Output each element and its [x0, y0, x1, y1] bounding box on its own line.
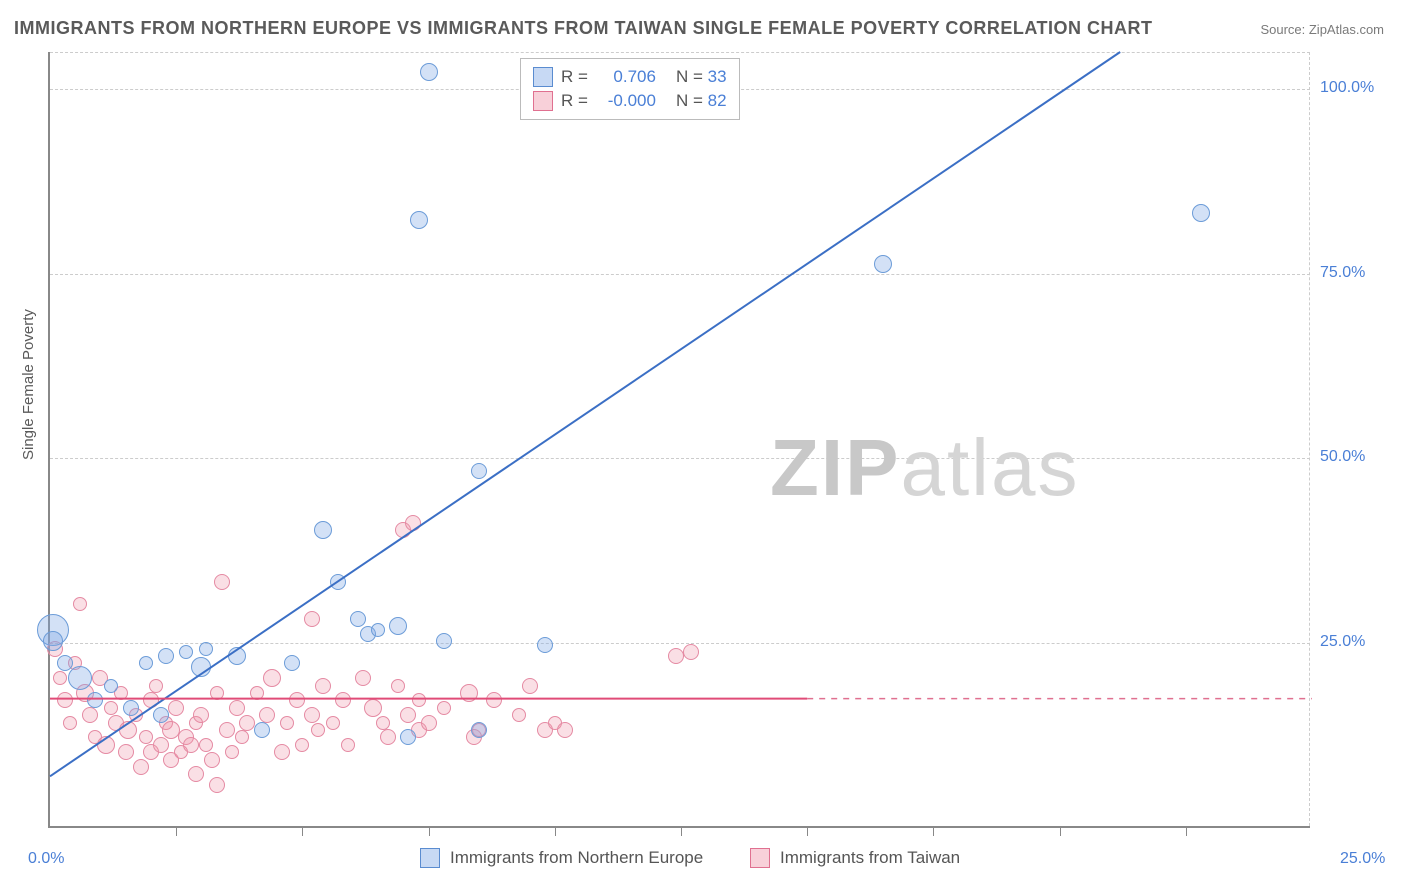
y-tick-label: 100.0% [1320, 79, 1374, 97]
correlation-legend: R = 0.706 N = 33 R = -0.000 N = 82 [520, 58, 740, 120]
scatter-plot: ZIPatlas R = 0.706 N = 33 R = -0.000 N =… [48, 52, 1310, 828]
x-max-label: 25.0% [1340, 850, 1385, 868]
source-credit: Source: ZipAtlas.com [1260, 22, 1384, 37]
swatch-blue [533, 67, 553, 87]
y-tick-label: 25.0% [1320, 633, 1365, 651]
series-legend-blue: Immigrants from Northern Europe [420, 848, 703, 868]
swatch-pink [533, 91, 553, 111]
series-legend-pink: Immigrants from Taiwan [750, 848, 960, 868]
swatch-pink-bottom [750, 848, 770, 868]
swatch-blue-bottom [420, 848, 440, 868]
watermark: ZIPatlas [770, 422, 1079, 514]
y-tick-label: 75.0% [1320, 264, 1365, 282]
y-tick-label: 50.0% [1320, 448, 1365, 466]
x-origin-label: 0.0% [28, 850, 64, 868]
chart-title: IMMIGRANTS FROM NORTHERN EUROPE VS IMMIG… [14, 18, 1153, 39]
y-axis-label: Single Female Poverty [20, 309, 37, 460]
